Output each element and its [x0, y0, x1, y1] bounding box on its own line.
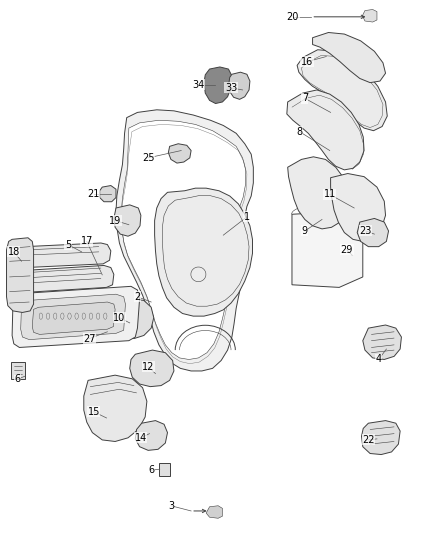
Text: 2: 2 [134, 292, 141, 302]
Polygon shape [331, 174, 385, 241]
Polygon shape [357, 219, 389, 247]
Text: 20: 20 [286, 12, 299, 22]
Polygon shape [168, 144, 191, 163]
Polygon shape [135, 421, 167, 450]
Polygon shape [121, 120, 246, 359]
Polygon shape [155, 188, 252, 316]
Polygon shape [114, 205, 141, 236]
Polygon shape [11, 361, 25, 379]
Text: 17: 17 [81, 237, 93, 246]
Text: 1: 1 [244, 212, 250, 222]
Text: 3: 3 [168, 500, 174, 511]
Text: 33: 33 [225, 83, 237, 93]
Polygon shape [313, 33, 385, 83]
Polygon shape [84, 375, 147, 441]
Polygon shape [7, 238, 34, 312]
Polygon shape [297, 50, 387, 131]
Text: 14: 14 [135, 433, 147, 443]
Text: 34: 34 [192, 80, 205, 90]
Polygon shape [206, 506, 223, 518]
Text: 18: 18 [8, 247, 20, 257]
Text: 27: 27 [83, 334, 95, 344]
Polygon shape [287, 90, 364, 170]
Text: 15: 15 [88, 407, 100, 417]
Polygon shape [12, 286, 140, 348]
Polygon shape [113, 299, 154, 338]
Text: 25: 25 [142, 153, 155, 163]
Polygon shape [363, 325, 401, 359]
Text: 4: 4 [376, 354, 382, 365]
Text: 9: 9 [302, 226, 308, 236]
Polygon shape [362, 10, 377, 22]
Polygon shape [159, 463, 170, 477]
Polygon shape [116, 110, 253, 371]
Text: 10: 10 [113, 313, 126, 322]
Text: 5: 5 [65, 239, 71, 249]
Text: 21: 21 [88, 189, 100, 199]
Text: 16: 16 [301, 56, 313, 67]
Polygon shape [229, 72, 250, 99]
Text: 6: 6 [148, 465, 154, 475]
Text: 22: 22 [362, 435, 374, 445]
Text: 11: 11 [324, 189, 336, 199]
Text: 12: 12 [142, 362, 154, 372]
Polygon shape [15, 265, 114, 293]
Polygon shape [18, 243, 111, 268]
Text: 23: 23 [360, 226, 372, 236]
Polygon shape [100, 185, 116, 201]
Text: 8: 8 [297, 127, 303, 137]
Polygon shape [130, 350, 174, 386]
Polygon shape [288, 157, 349, 229]
Polygon shape [292, 212, 363, 287]
Text: 29: 29 [341, 245, 353, 255]
Polygon shape [32, 302, 115, 334]
Polygon shape [204, 67, 232, 103]
Text: 19: 19 [109, 215, 121, 225]
Text: 7: 7 [302, 93, 308, 103]
Polygon shape [361, 421, 400, 455]
Polygon shape [21, 294, 125, 340]
Text: 6: 6 [14, 374, 20, 384]
